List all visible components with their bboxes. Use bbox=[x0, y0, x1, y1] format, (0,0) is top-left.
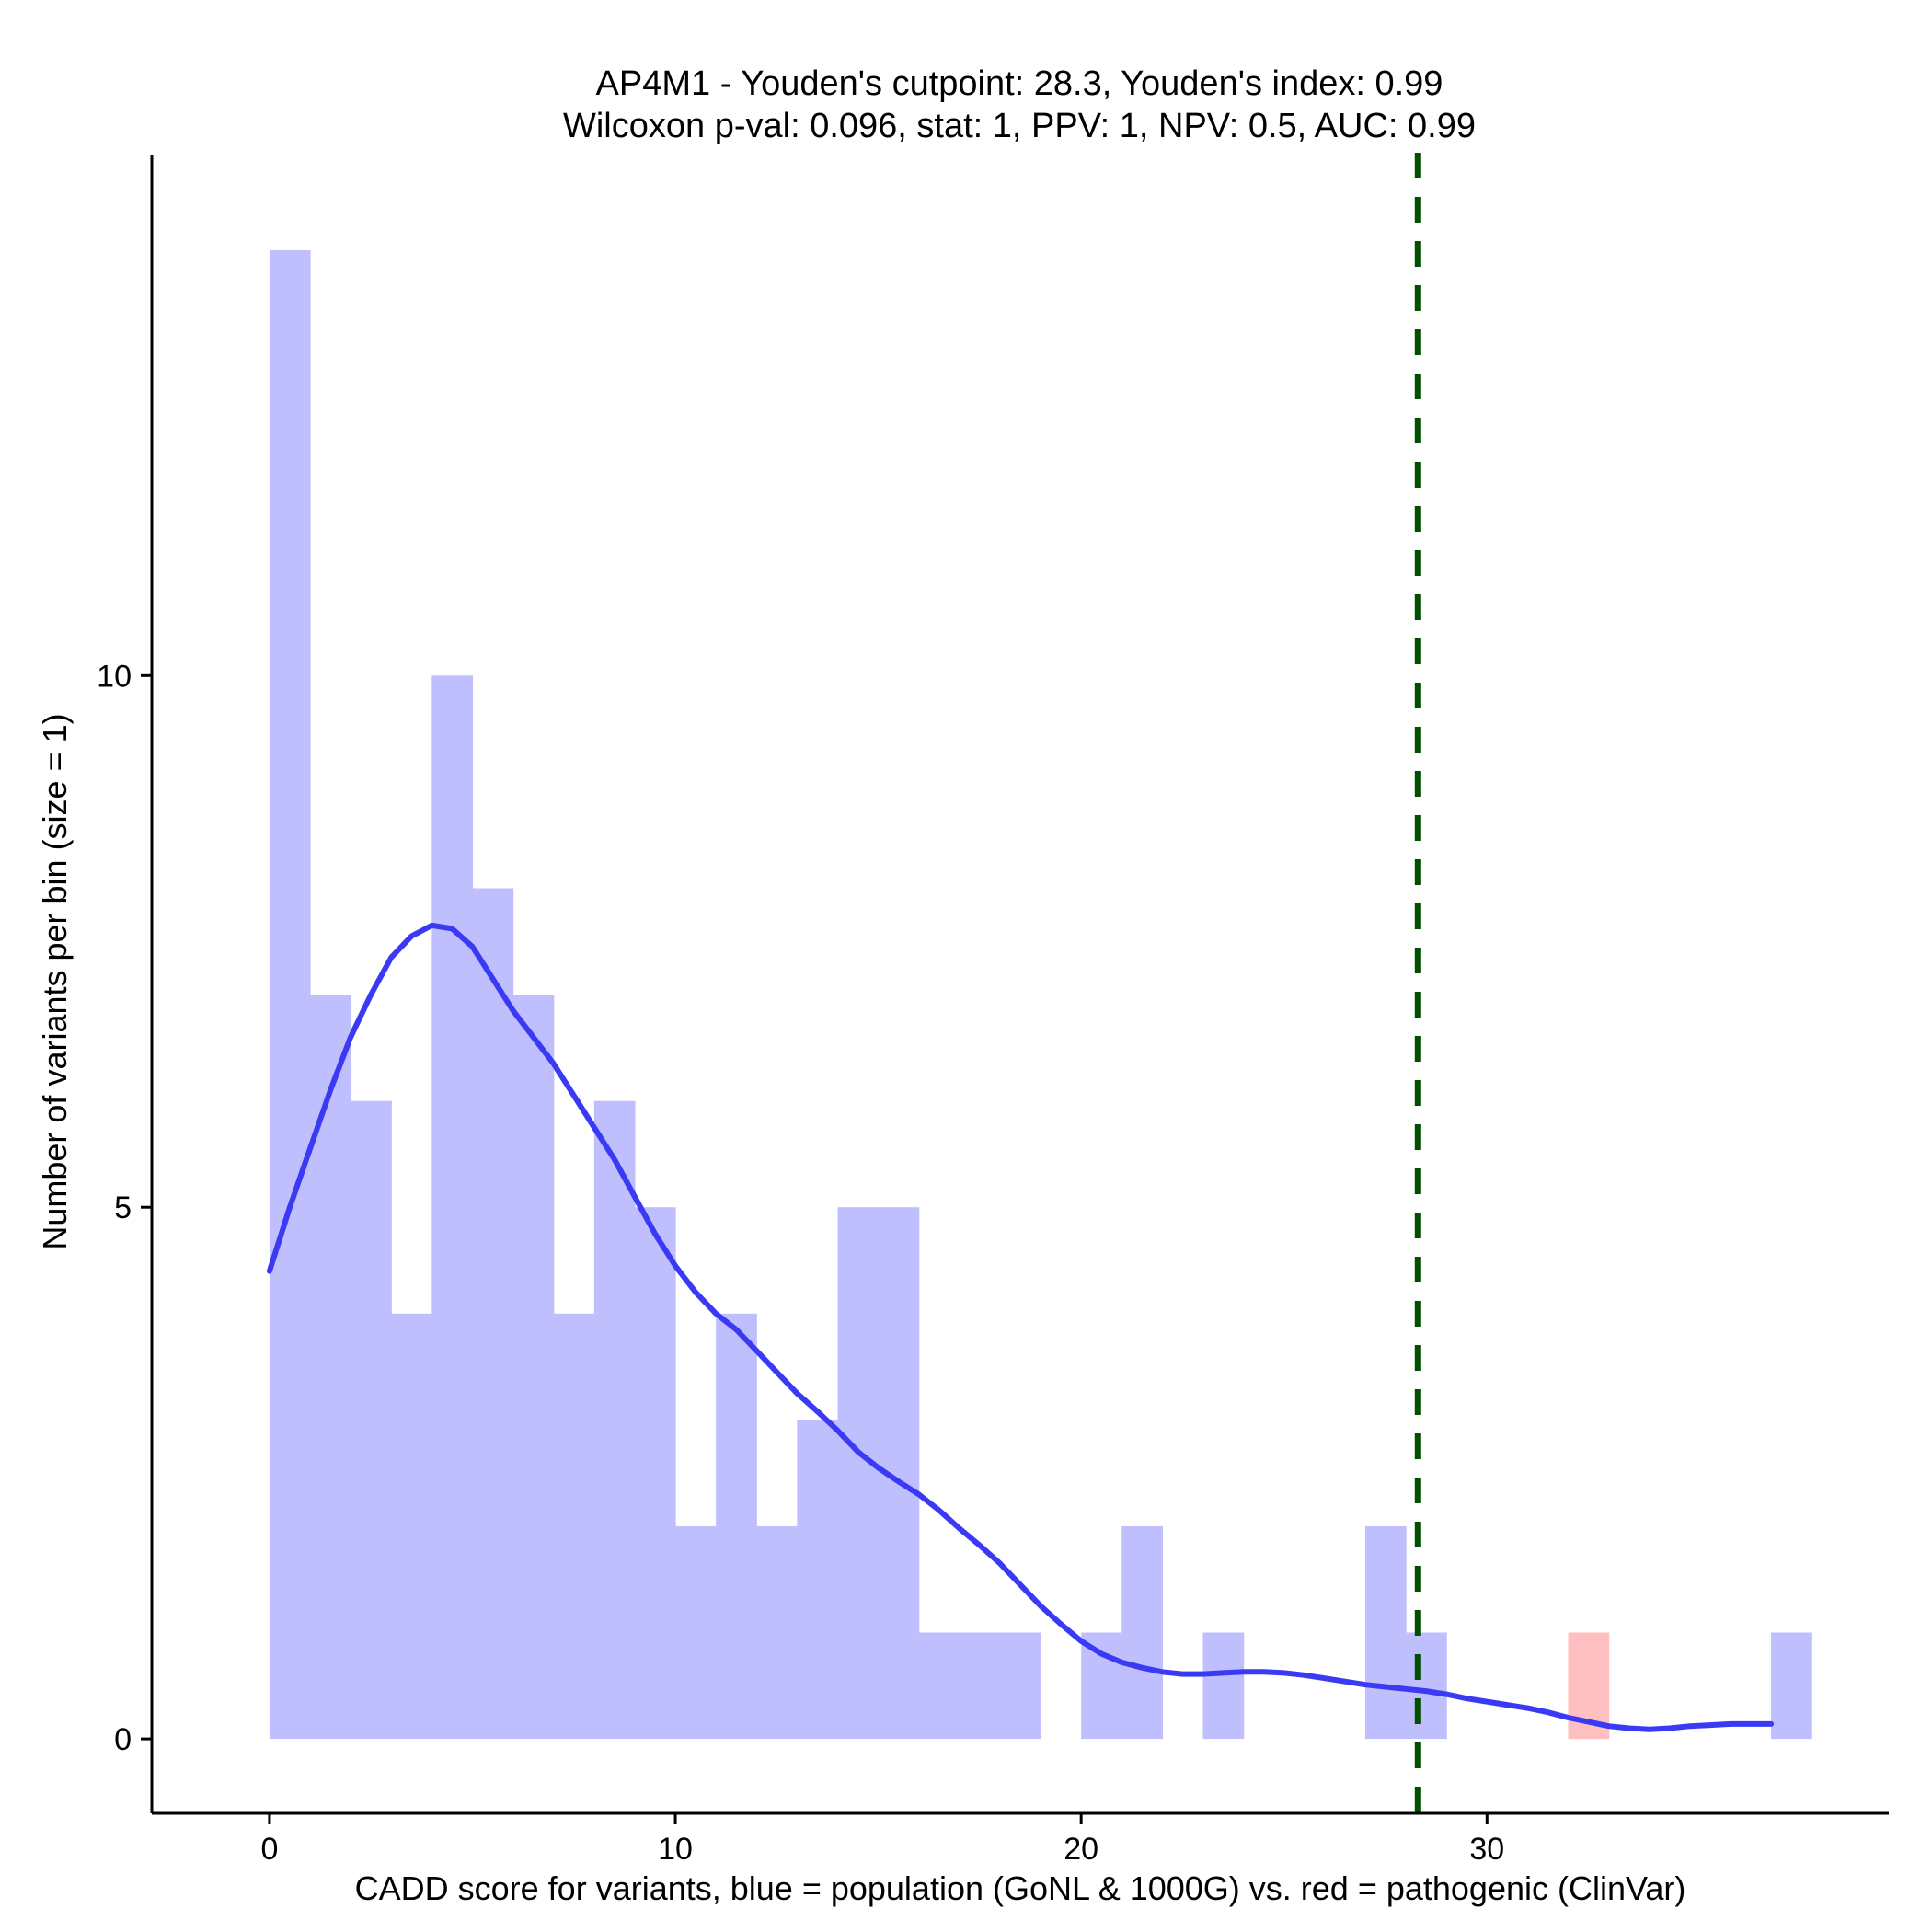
chart-title-line-1: AP4M1 - Youden's cutpoint: 28.3, Youden'… bbox=[596, 64, 1443, 103]
y-tick-label: 10 bbox=[97, 659, 132, 694]
population-bar-28 bbox=[1406, 1632, 1447, 1740]
x-tick-label: 30 bbox=[1469, 1832, 1504, 1867]
x-axis-label: CADD score for variants, blue = populati… bbox=[355, 1869, 1686, 1907]
chart-title-line-2: Wilcoxon p-val: 0.096, stat: 1, PPV: 1, … bbox=[563, 107, 1476, 145]
population-bar-2 bbox=[351, 1100, 392, 1740]
population-bar-1 bbox=[310, 995, 351, 1740]
population-bar-12 bbox=[756, 1525, 798, 1740]
x-tick-label: 0 bbox=[260, 1832, 278, 1867]
population-bar-8 bbox=[593, 1100, 636, 1740]
population-bar-17 bbox=[959, 1632, 1001, 1740]
population-bar-37 bbox=[1771, 1632, 1812, 1740]
population-bar-7 bbox=[553, 1313, 595, 1740]
population-bar-13 bbox=[797, 1420, 839, 1740]
population-bar-20 bbox=[1081, 1632, 1122, 1740]
population-bar-21 bbox=[1121, 1525, 1163, 1740]
y-axis-label: Number of variants per bin (size = 1) bbox=[36, 713, 74, 1249]
population-bar-10 bbox=[675, 1525, 717, 1740]
population-bar-18 bbox=[999, 1632, 1041, 1740]
y-tick-label: 5 bbox=[114, 1190, 132, 1225]
population-bar-16 bbox=[918, 1632, 960, 1740]
population-bar-14 bbox=[837, 1207, 880, 1740]
density-curve bbox=[266, 922, 1775, 1732]
population-bar-27 bbox=[1364, 1525, 1407, 1740]
x-tick-label: 20 bbox=[1064, 1832, 1098, 1867]
population-bar-23 bbox=[1202, 1632, 1245, 1740]
population-bar-4 bbox=[431, 675, 474, 1740]
population-bar-6 bbox=[512, 995, 555, 1740]
density-curve-layer bbox=[266, 922, 1775, 1732]
population-bar-0 bbox=[269, 250, 311, 1740]
population-bar-3 bbox=[391, 1313, 432, 1740]
population-bar-11 bbox=[716, 1313, 757, 1740]
axes bbox=[150, 155, 1889, 1815]
population-bar-9 bbox=[634, 1207, 676, 1740]
x-tick-label: 10 bbox=[658, 1832, 693, 1867]
axis-ticks: 0 10 20 30 0 5 10 bbox=[97, 659, 1504, 1867]
histogram-bars bbox=[269, 250, 1812, 1740]
population-bar-5 bbox=[472, 888, 514, 1740]
y-tick-label: 0 bbox=[114, 1722, 132, 1757]
